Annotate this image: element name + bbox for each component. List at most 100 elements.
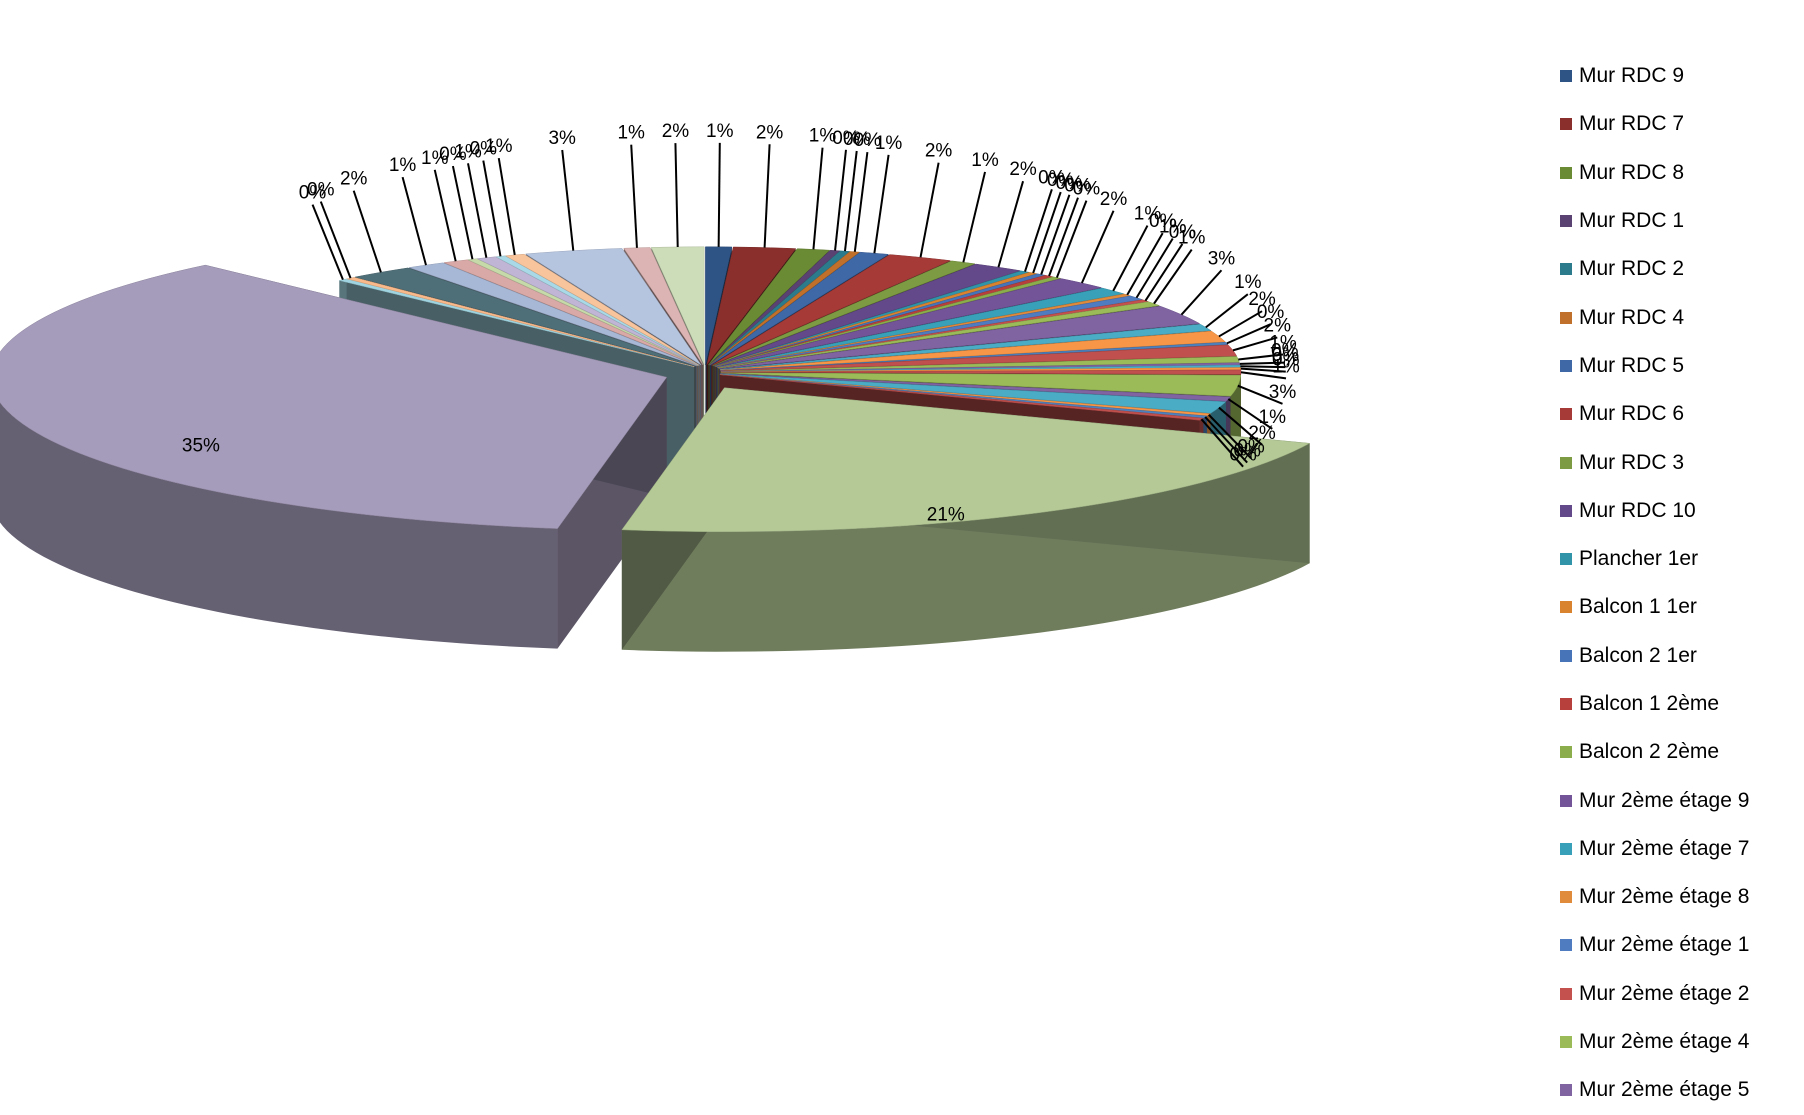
legend-swatch <box>1560 650 1572 662</box>
legend-item: Mur RDC 7 <box>1560 100 1804 148</box>
leader-line <box>963 172 985 262</box>
data-label: 1% <box>971 150 999 171</box>
legend-item: Mur RDC 3 <box>1560 438 1804 486</box>
legend-swatch <box>1560 891 1572 903</box>
legend-swatch <box>1560 312 1572 324</box>
leader-line <box>321 202 351 279</box>
data-label: 35% <box>182 435 220 456</box>
leader-line <box>1082 211 1114 283</box>
legend-item: Mur RDC 4 <box>1560 293 1804 341</box>
legend-item: Balcon 1 1er <box>1560 583 1804 631</box>
legend-item: Mur RDC 1 <box>1560 197 1804 245</box>
legend-label: Balcon 2 1er <box>1579 644 1697 668</box>
legend-item: Plancher 1er <box>1560 535 1804 583</box>
leader-line <box>1181 270 1221 314</box>
data-label: 2% <box>925 141 953 162</box>
legend-label: Mur 2ème étage 7 <box>1579 837 1749 861</box>
legend-swatch <box>1560 505 1572 517</box>
leader-line <box>845 151 857 251</box>
legend-item: Mur RDC 9 <box>1560 52 1804 100</box>
legend-swatch <box>1560 70 1572 82</box>
legend-swatch <box>1560 746 1572 758</box>
data-label: 2% <box>1100 189 1128 210</box>
legend-item: Mur 2ème étage 2 <box>1560 970 1804 1018</box>
leader-line <box>499 158 515 255</box>
data-label: 1% <box>1272 356 1300 377</box>
legend-label: Mur 2ème étage 5 <box>1579 1078 1749 1102</box>
legend-label: Mur 2ème étage 8 <box>1579 885 1749 909</box>
legend-swatch <box>1560 698 1572 710</box>
legend-item: Balcon 1 2ème <box>1560 680 1804 728</box>
data-label: 2% <box>340 169 368 190</box>
legend-label: Mur RDC 3 <box>1579 451 1684 475</box>
legend-item: Balcon 2 2ème <box>1560 728 1804 776</box>
data-label: 2% <box>1009 159 1037 180</box>
leader-line <box>998 181 1023 267</box>
legend-swatch <box>1560 167 1572 179</box>
legend-label: Mur RDC 1 <box>1579 209 1684 233</box>
legend-label: Balcon 2 2ème <box>1579 740 1719 764</box>
leader-line <box>765 144 770 247</box>
legend-swatch <box>1560 553 1572 565</box>
legend-label: Mur 2ème étage 1 <box>1579 933 1749 957</box>
legend-label: Mur RDC 4 <box>1579 306 1684 330</box>
data-label: 1% <box>706 121 734 142</box>
legend-item: Mur 2ème étage 4 <box>1560 1018 1804 1066</box>
legend-swatch <box>1560 939 1572 951</box>
legend-swatch <box>1560 263 1572 275</box>
legend-label: Mur 2ème étage 9 <box>1579 789 1749 813</box>
legend-label: Mur RDC 10 <box>1579 499 1696 523</box>
leader-line <box>354 191 381 273</box>
leader-line <box>468 163 486 257</box>
leader-line <box>1113 226 1147 291</box>
legend-label: Mur RDC 7 <box>1579 112 1684 136</box>
legend-swatch <box>1560 988 1572 1000</box>
legend-label: Mur RDC 8 <box>1579 161 1684 185</box>
leader-line <box>483 161 500 257</box>
legend-item: Balcon 2 1er <box>1560 632 1804 680</box>
legend-item: Mur 2ème étage 1 <box>1560 921 1804 969</box>
leader-line <box>1219 311 1262 336</box>
data-label: 1% <box>485 136 513 157</box>
data-label: 0% <box>1073 179 1101 200</box>
legend-item: Mur RDC 10 <box>1560 487 1804 535</box>
legend-swatch <box>1560 843 1572 855</box>
leader-line <box>835 150 846 251</box>
legend-swatch <box>1560 215 1572 227</box>
data-label: 0% <box>307 180 335 201</box>
leader-line <box>453 166 473 259</box>
legend-item: Mur RDC 2 <box>1560 245 1804 293</box>
data-label: 1% <box>1178 228 1206 249</box>
legend-item: Mur 2ème étage 5 <box>1560 1066 1804 1114</box>
leader-line <box>313 205 343 280</box>
leader-line <box>813 148 822 250</box>
legend-item: Mur RDC 6 <box>1560 390 1804 438</box>
leader-line <box>403 177 426 265</box>
legend-label: Balcon 1 1er <box>1579 595 1697 619</box>
data-label: 1% <box>617 123 645 144</box>
legend-label: Plancher 1er <box>1579 547 1698 571</box>
legend-label: Balcon 1 2ème <box>1579 692 1719 716</box>
leader-line <box>921 163 939 258</box>
legend-item: Mur 2ème étage 7 <box>1560 825 1804 873</box>
legend-label: Mur 2ème étage 2 <box>1579 982 1749 1006</box>
legend: Mur RDC 9 Mur RDC 7 Mur RDC 8 Mur RDC 1 Mur … <box>1560 52 1804 1115</box>
legend-swatch <box>1560 795 1572 807</box>
legend-label: Mur 2ème étage 4 <box>1579 1030 1749 1054</box>
data-label: 1% <box>389 155 417 176</box>
data-label: 1% <box>875 133 903 154</box>
legend-label: Mur RDC 5 <box>1579 354 1684 378</box>
legend-swatch <box>1560 118 1572 130</box>
data-label: 21% <box>927 504 965 525</box>
leader-line <box>874 155 888 253</box>
legend-swatch <box>1560 457 1572 469</box>
leader-line <box>719 143 720 247</box>
legend-swatch <box>1560 1084 1572 1096</box>
data-label: 2% <box>756 122 784 143</box>
legend-item: Mur RDC 5 <box>1560 342 1804 390</box>
legend-label: Mur RDC 9 <box>1579 64 1684 88</box>
leader-line <box>855 152 868 252</box>
data-label: 3% <box>548 128 576 149</box>
leader-line <box>435 170 456 261</box>
